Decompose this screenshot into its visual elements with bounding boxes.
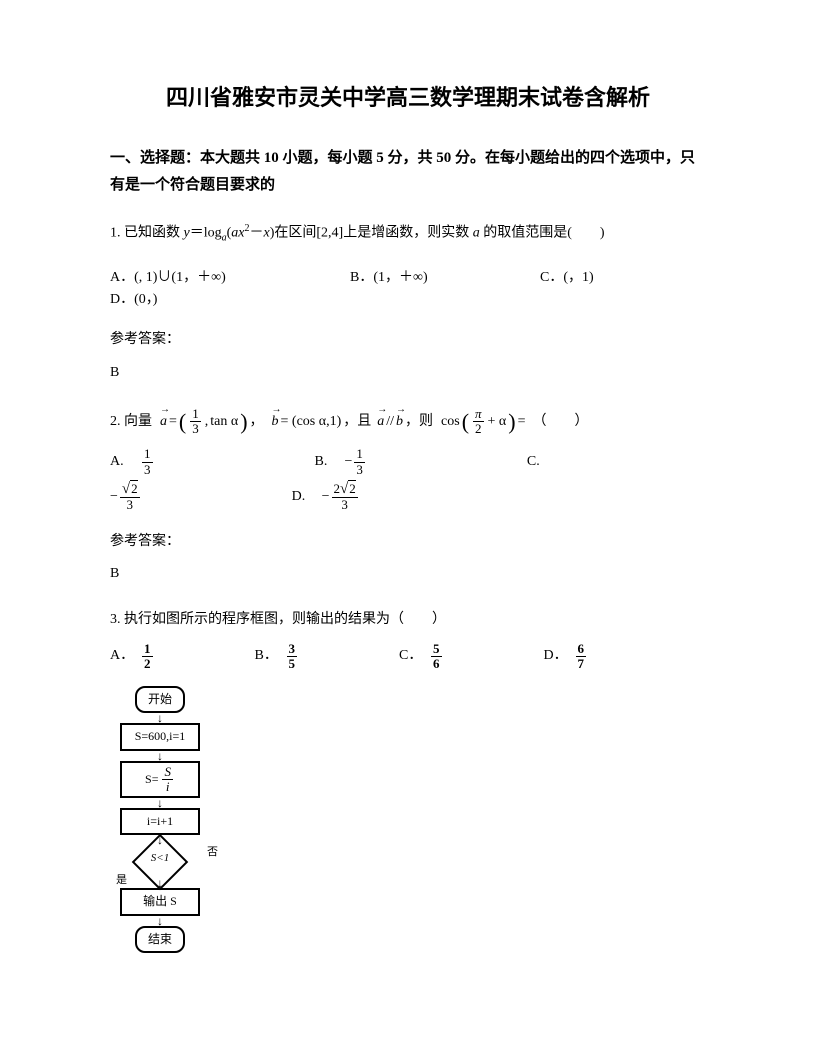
q2-cos: cos: [441, 411, 460, 433]
q2-vec-b: b: [272, 411, 279, 433]
section-header: 一、选择题：本大题共 10 小题，每小题 5 分，共 50 分。在每小题给出的四…: [110, 145, 706, 199]
q2-option-d-label: D.: [292, 486, 322, 508]
question-2-text: 2. 向量 a = ( 13 , tan α ) ， b = (cos α,1)…: [110, 404, 706, 439]
q2-option-a-frac: 13: [142, 447, 153, 477]
fc-start: 开始: [135, 686, 185, 713]
q3-options: A． 12 B． 35 C． 56 D． 67: [110, 642, 706, 672]
q2-lparen1: (: [179, 404, 186, 439]
q2-plus-alpha: + α: [488, 411, 507, 433]
q2-frac-pi-2: π2: [473, 407, 484, 437]
q1-option-a: A．(, 1)∪(1，＋∞): [110, 267, 310, 289]
q2-frac-1-3: 13: [190, 407, 201, 437]
q2-option-a-label: A.: [110, 451, 140, 473]
q2-vec-b2: b: [396, 411, 403, 433]
question-3-text: 3. 执行如图所示的程序框图，则输出的结果为（ ）: [110, 606, 706, 634]
q2-option-c-neg: −: [110, 486, 118, 508]
q2-comma1: ，: [250, 411, 264, 433]
q2-vec-a2: a: [377, 411, 384, 433]
q1-option-d: D．(0，): [110, 289, 157, 311]
q3-option-a-frac: 12: [142, 642, 153, 672]
fc-init: S=600,i=1: [120, 723, 200, 750]
page-title: 四川省雅安市灵关中学高三数学理期末试卷含解析: [110, 80, 706, 115]
q2-answer-label: 参考答案：: [110, 531, 706, 553]
q1-answer: B: [110, 362, 706, 384]
q1-a: a: [473, 226, 480, 241]
fc-incr: i=i+1: [120, 808, 200, 835]
q2-end: = （ ）: [518, 411, 589, 433]
q2-prefix: 2. 向量: [110, 411, 152, 433]
fc-calc: S= Si: [120, 761, 200, 799]
q2-parallel: //: [386, 411, 394, 433]
q2-option-c-frac: √23: [120, 481, 140, 513]
q1-close: )在区间[2,4]上是增函数，则实数: [270, 226, 473, 241]
q1-ax: ax: [231, 226, 244, 241]
q2-options: A. 13 B. − 13 C. − √23 D. − 2√23: [110, 447, 706, 512]
q2-option-d-neg: −: [322, 486, 330, 508]
q2-tan: tan α: [210, 411, 238, 433]
q1-suffix: 的取值范围是( ): [480, 226, 605, 241]
question-1-text: 1. 已知函数 y＝loga(ax2－x)在区间[2,4]上是增函数，则实数 a…: [110, 219, 706, 248]
fc-cond-wrap: S<1 是 否: [110, 842, 210, 878]
q2-answer: B: [110, 563, 706, 585]
flowchart: 开始 ↓ S=600,i=1 ↓ S= Si ↓ i=i+1 ↓ S<1 是 否…: [110, 686, 210, 953]
fc-cond-label: S<1: [110, 850, 210, 868]
q2-comma2: ，且: [343, 411, 371, 433]
question-2: 2. 向量 a = ( 13 , tan α ) ， b = (cos α,1)…: [110, 404, 706, 585]
q2-option-b-label: B.: [315, 451, 345, 473]
q2-lparen2: (: [462, 404, 469, 439]
q2-comma-in: ,: [205, 411, 209, 433]
q1-option-c: C．(，1): [540, 267, 650, 289]
q2-comma3: ，则: [405, 411, 433, 433]
q1-answer-label: 参考答案：: [110, 329, 706, 351]
q2-option-c-label: C.: [527, 451, 540, 473]
q3-option-c-label: C．: [399, 645, 429, 667]
fc-yes: 是: [116, 872, 127, 890]
q3-option-c-frac: 56: [431, 642, 442, 672]
q1-options: A．(, 1)∪(1，＋∞) B．(1，＋∞) C．(，1) D．(0，): [110, 267, 706, 312]
q3-option-b-label: B．: [255, 645, 285, 667]
q2-option-b-neg: −: [345, 451, 353, 473]
q2-eq2: = (cos α,1): [281, 411, 342, 433]
q2-vec-a: a: [160, 411, 167, 433]
fc-end: 结束: [135, 926, 185, 953]
fc-output: 输出 S: [120, 888, 200, 915]
question-1: 1. 已知函数 y＝loga(ax2－x)在区间[2,4]上是增函数，则实数 a…: [110, 219, 706, 384]
q1-eq: ＝log: [190, 226, 222, 241]
q2-option-d-frac: 2√23: [332, 481, 358, 513]
fc-arrow-6: ↓: [110, 915, 210, 927]
q3-option-d-label: D．: [544, 645, 574, 667]
q3-option-a-label: A．: [110, 645, 140, 667]
q2-option-b-frac: 13: [354, 447, 365, 477]
q1-minus: －: [250, 226, 264, 241]
q1-prefix: 1. 已知函数: [110, 226, 184, 241]
q1-option-b: B．(1，＋∞): [350, 267, 500, 289]
q2-rparen2: ): [508, 404, 515, 439]
fc-no: 否: [207, 844, 218, 862]
q3-option-d-frac: 67: [576, 642, 587, 672]
question-3: 3. 执行如图所示的程序框图，则输出的结果为（ ） A． 12 B． 35 C．…: [110, 606, 706, 953]
q2-eq1: =: [169, 411, 177, 433]
q2-rparen1: ): [240, 404, 247, 439]
q3-option-b-frac: 35: [287, 642, 298, 672]
